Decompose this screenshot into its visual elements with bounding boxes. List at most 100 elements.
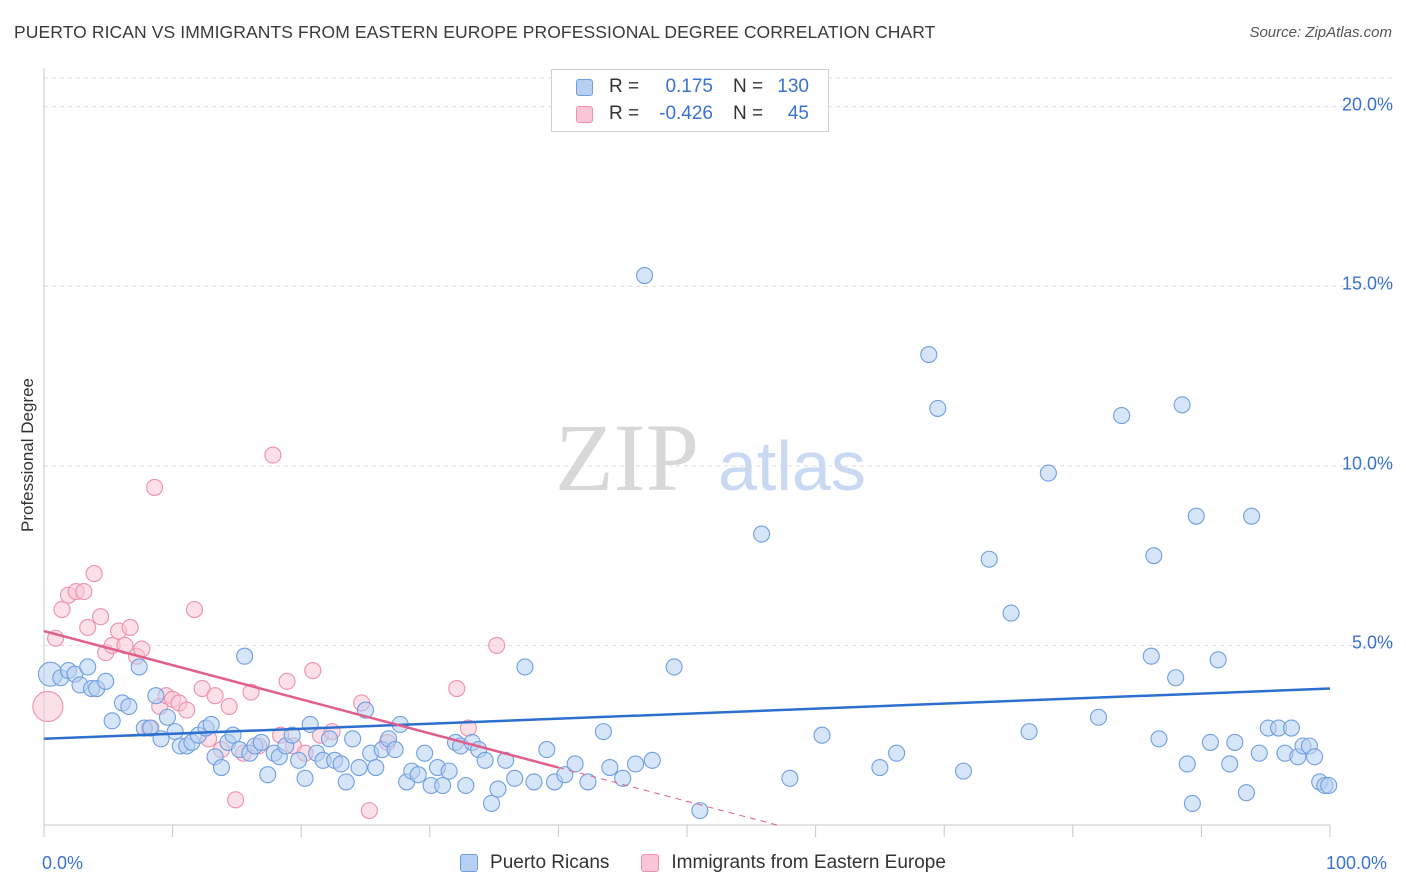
legend-swatch-pink <box>641 854 660 872</box>
puerto-rican-point <box>1150 730 1168 748</box>
puerto-rican-point <box>337 773 355 791</box>
puerto-rican-point <box>1167 669 1185 687</box>
puerto-rican-point <box>1250 744 1268 762</box>
puerto-rican-point <box>1002 604 1020 622</box>
puerto-rican-point <box>212 758 231 777</box>
eastern-europe-point <box>360 802 378 820</box>
puerto-rican-point <box>601 758 619 777</box>
x-tick-max: 100.0% <box>1326 853 1388 873</box>
eastern-europe-point <box>32 690 64 723</box>
eastern-europe-point <box>146 478 164 496</box>
eastern-europe-point <box>178 701 196 719</box>
trend-lines <box>43 629 1331 826</box>
puerto-rican-point <box>538 741 556 759</box>
eastern-europe-point <box>75 583 93 601</box>
legend-label: Immigrants from Eastern Europe <box>671 852 946 873</box>
puerto-rican-point <box>290 751 308 769</box>
puerto-rican-point <box>79 658 97 676</box>
puerto-rican-point <box>457 776 475 795</box>
puerto-rican-point <box>813 726 831 744</box>
puerto-rican-point <box>386 741 404 759</box>
eastern-europe-point <box>206 687 224 705</box>
legend-label: Puerto Ricans <box>490 852 610 873</box>
puerto-rican-point <box>1145 547 1163 565</box>
n-value: 130 <box>777 76 809 97</box>
watermark: ZIP atlas <box>555 404 866 511</box>
legend-item-puerto-ricans[interactable]: Puerto Ricans <box>460 852 609 874</box>
y-tick-label: 15.0% <box>1341 273 1393 294</box>
eastern-europe-point <box>193 679 211 698</box>
puerto-rican-point <box>202 715 220 733</box>
eastern-europe-point <box>53 600 71 619</box>
legend-row-eastern-europe: R = -0.426 N = 45 <box>576 102 809 126</box>
y-tick-label: 20.0% <box>1341 94 1393 115</box>
r-value: 0.175 <box>665 76 713 97</box>
x-tick-min: 0.0% <box>42 853 84 873</box>
puerto-rican-point <box>1173 396 1191 414</box>
puerto-rican-point <box>1113 407 1131 425</box>
puerto-rican-point <box>166 723 184 741</box>
puerto-rican-point <box>1243 507 1261 525</box>
puerto-rican-point <box>691 802 709 820</box>
eastern-europe-point <box>92 608 110 626</box>
puerto-rican-point <box>283 726 301 744</box>
n-value: 45 <box>787 103 809 124</box>
puerto-rican-point <box>920 345 938 364</box>
puerto-rican-point <box>636 266 654 285</box>
source-label: Source: ZipAtlas.com <box>1249 24 1392 41</box>
puerto-rican-point <box>1320 776 1338 795</box>
eastern-europe-point <box>185 600 204 619</box>
trend-line-eastern-europe <box>43 629 559 769</box>
n-label: N = <box>733 76 764 97</box>
eastern-europe-point <box>79 618 97 637</box>
puerto-rican-point <box>120 697 138 716</box>
legend-row-puerto-ricans: R = 0.175 N = 130 <box>576 75 809 99</box>
eastern-europe-point <box>278 672 296 690</box>
y-tick-label: 10.0% <box>1341 453 1393 474</box>
puerto-rican-point <box>103 712 121 730</box>
n-label: N = <box>733 103 764 124</box>
chart-title: PUERTO RICAN VS IMMIGRANTS FROM EASTERN … <box>14 22 936 42</box>
puerto-rican-point <box>1237 784 1255 802</box>
puerto-rican-point <box>332 755 350 773</box>
puerto-rican-point <box>296 769 314 787</box>
puerto-rican-point <box>1306 748 1324 766</box>
puerto-rican-point <box>614 769 632 787</box>
puerto-rican-point <box>665 658 683 676</box>
puerto-rican-point <box>753 525 771 543</box>
series-puerto-ricans-points <box>37 266 1338 820</box>
puerto-rican-point <box>259 766 277 784</box>
puerto-rican-point <box>1209 651 1227 669</box>
watermark-atlas: atlas <box>718 427 866 505</box>
puerto-rican-point <box>158 708 177 726</box>
puerto-rican-point <box>1089 708 1108 726</box>
series-legend: Puerto Ricans Immigrants from Eastern Eu… <box>0 852 1406 874</box>
puerto-rican-point <box>236 647 254 665</box>
puerto-rican-point <box>147 687 165 705</box>
eastern-europe-point <box>488 636 506 654</box>
legend-swatch-pink <box>576 105 593 123</box>
r-label: R = <box>609 103 640 124</box>
legend-swatch-blue <box>460 854 479 872</box>
puerto-rican-point <box>1178 755 1196 773</box>
eastern-europe-point <box>121 618 139 637</box>
puerto-rican-point <box>482 794 501 813</box>
puerto-rican-point <box>367 758 385 777</box>
r-label: R = <box>609 76 640 97</box>
eastern-europe-point <box>227 791 245 809</box>
puerto-rican-point <box>252 733 270 751</box>
puerto-rican-point <box>627 755 645 773</box>
gridlines <box>44 77 1392 646</box>
eastern-europe-point <box>85 565 103 583</box>
puerto-rican-point <box>320 730 339 748</box>
puerto-rican-point <box>525 773 543 791</box>
legend-item-eastern-europe[interactable]: Immigrants from Eastern Europe <box>641 852 946 874</box>
puerto-rican-point <box>416 744 434 762</box>
puerto-rican-point <box>643 751 661 769</box>
watermark-zip: ZIP <box>555 404 699 511</box>
puerto-rican-point <box>516 658 534 676</box>
puerto-rican-point <box>980 550 998 568</box>
eastern-europe-point <box>304 662 322 680</box>
puerto-rican-point <box>556 766 574 784</box>
